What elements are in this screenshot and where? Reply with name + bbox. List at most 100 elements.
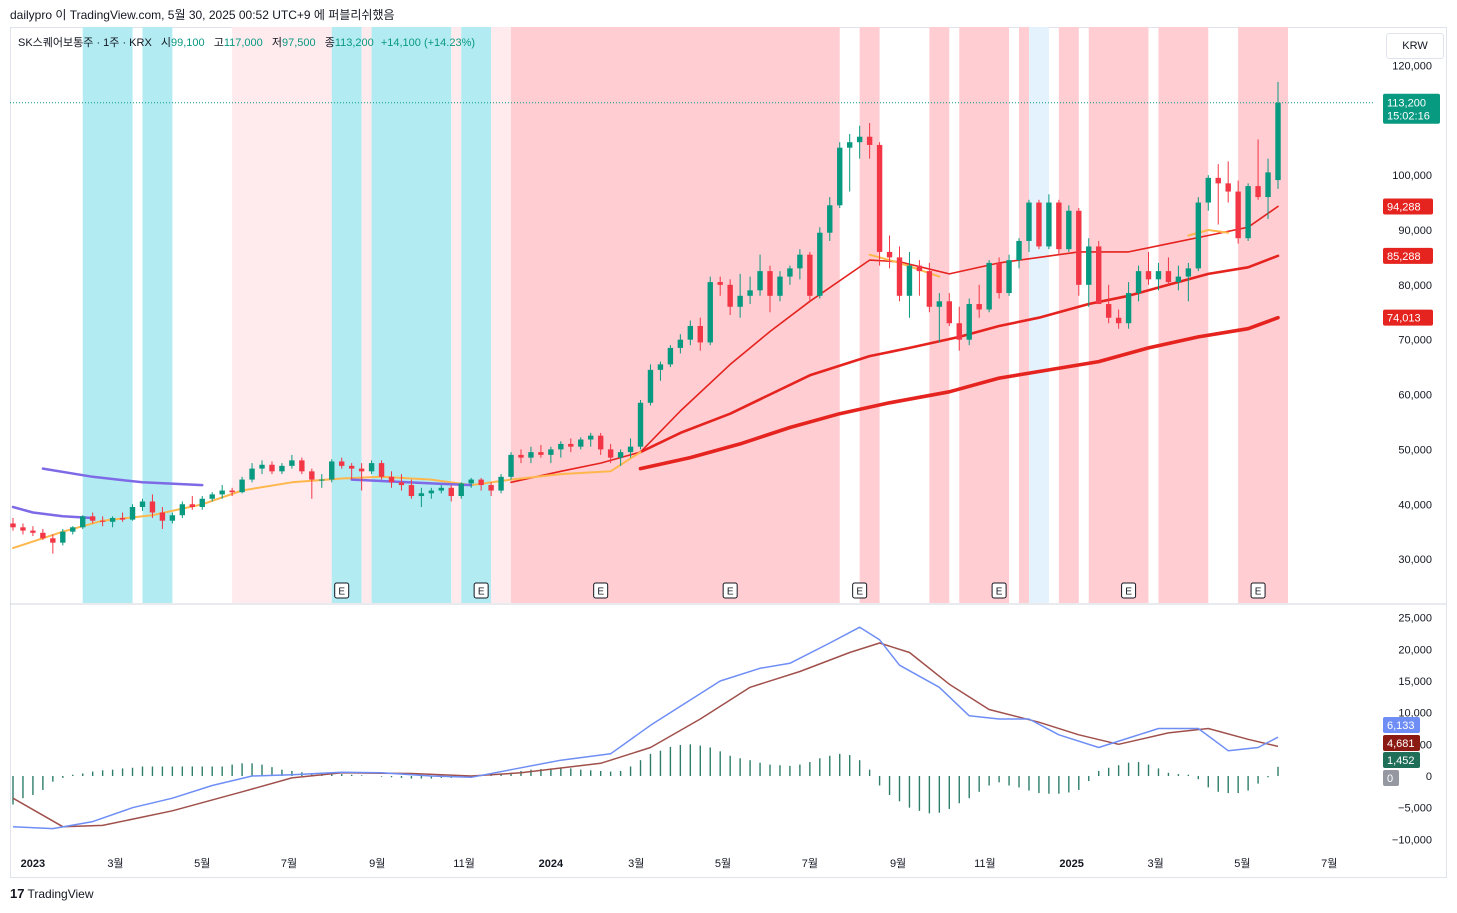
candle [578,437,584,450]
candle-body [627,446,634,453]
macd-axis-tick: 15,000 [1398,676,1432,688]
earnings-box [991,582,1007,599]
candle [568,438,574,453]
price-axis-tick: 80,000 [1398,280,1432,292]
candle [398,474,405,491]
candle [358,463,365,491]
tradingview-footer[interactable]: 17 TradingView [10,886,94,901]
candle-body [219,490,225,495]
candle-body [1175,276,1182,283]
candle [687,320,694,346]
candle-body [468,479,474,484]
candle-body [149,501,156,513]
candle-body [936,301,943,307]
time-axis-tick: 3월 [1148,857,1164,870]
candle [896,246,903,302]
earnings-label: E [1255,587,1262,598]
price-axis-tick: 90,000 [1398,225,1432,237]
candle-body [1006,260,1012,294]
candle-body [866,136,873,145]
time-axis-tick: 2025 [1059,858,1083,870]
moving-average-line [638,315,1280,471]
time-axis-tick: 7월 [1321,857,1337,870]
candle-body [956,323,962,340]
zone-band [1019,27,1029,603]
macd-axis-tick: −10,000 [1392,834,1432,846]
candle-body [99,520,106,522]
candle-body [199,498,205,507]
candle [80,515,86,529]
zone-band [511,27,840,603]
candle-body [807,254,813,296]
earnings-box [334,582,350,599]
candle-body [667,347,674,365]
candle [777,271,783,302]
macd-signal-line [12,642,1279,828]
macd-axis-tick: −5,000 [1398,803,1432,815]
candle [518,449,524,464]
candle-body [1086,246,1092,285]
earnings-box [852,582,868,599]
ma-value-tag [1383,247,1433,264]
candle [597,432,604,455]
time-axis-tick: 3월 [628,857,644,870]
candle [1265,158,1271,219]
macd-line [12,626,1279,830]
price-axis-tick: 40,000 [1398,499,1432,511]
candle [946,293,952,326]
candle-body [30,530,36,533]
earnings-marker: E [852,582,868,599]
candle-body [837,147,843,206]
price-axis-tick: 120,000 [1392,60,1432,72]
macd-value-label: 0 [1387,773,1393,785]
candle-body [757,271,763,291]
candle [149,494,156,518]
candle-body [89,516,96,521]
earnings-box [722,582,738,599]
ma-value-label: 94,288 [1387,201,1421,213]
candle-body [707,282,713,343]
candle-body [817,232,823,296]
symbol-name[interactable]: SK스퀘어보통주 · 1주 · KRX [18,37,152,49]
candle-body [727,284,733,307]
candle-body [70,527,76,532]
candle [348,463,355,480]
candle [797,249,803,280]
currency-button[interactable]: KRW [1386,33,1444,59]
candle-body [1125,293,1132,324]
candle-body [388,476,395,483]
candle-body [1215,177,1221,184]
candle-body [558,443,564,450]
time-axis-tick: 5월 [715,857,731,870]
earnings-marker: E [473,582,489,599]
candle-body [607,449,614,458]
earnings-marker: E [593,582,609,599]
candle [368,460,375,475]
candle-body [1096,246,1102,305]
earnings-marker: E [1121,582,1137,599]
candle [936,293,943,343]
candle-body [657,364,664,370]
candle [637,400,644,450]
candle-body [368,463,375,472]
candle [1275,81,1281,189]
candle [588,432,594,447]
candle [339,457,345,469]
macd-axis-tick: 0 [1426,771,1432,783]
candle [906,251,913,318]
time-axis-tick: 7월 [281,857,297,870]
candle-body [787,268,793,277]
candle-body [378,463,385,477]
candle-body [10,523,16,528]
candle [827,197,833,241]
macd-value-tag [1383,770,1399,786]
candle-body [358,468,365,472]
candle [249,463,255,483]
candle-body [1155,271,1162,280]
ma-value-tag [1383,309,1433,326]
close-value: 113,200 [334,37,374,49]
time-axis-tick: 9월 [890,857,906,870]
candle [488,482,494,497]
candle [259,460,265,475]
